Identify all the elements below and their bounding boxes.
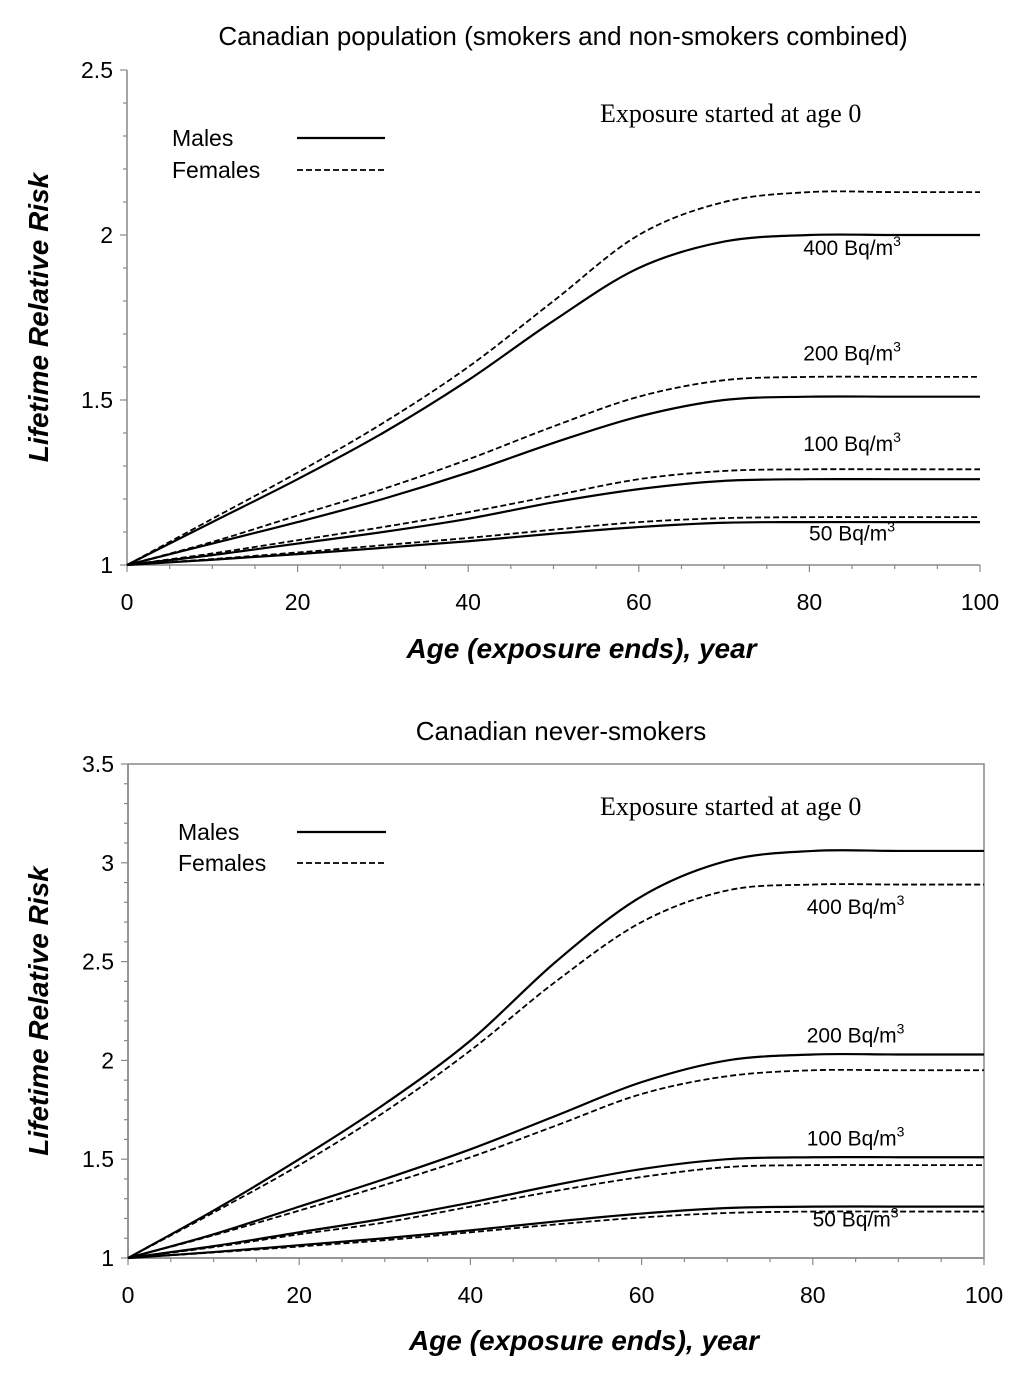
- x-tick-label: 0: [122, 1282, 135, 1308]
- exposure-annotation: Exposure started at age 0: [600, 99, 861, 128]
- x-tick-label: 60: [629, 1282, 655, 1308]
- series-line-males-200-bq-m3: [127, 1052, 984, 1260]
- x-tick-label: 80: [797, 589, 823, 615]
- curve-label: 50 Bq/m3: [813, 1204, 899, 1231]
- legend: Males Females: [178, 819, 386, 876]
- series-line-females-200-bq-m3: [127, 1068, 984, 1259]
- chart-panel-2: Canadian never-smokers 1 1.5 2 2.5 3 3.5 0 20 40 6…: [23, 716, 1003, 1356]
- series-line-males-100-bq-m3: [126, 477, 980, 567]
- x-tick-label: 20: [285, 589, 311, 615]
- x-tick-label: 40: [455, 589, 481, 615]
- x-tick-label: 60: [626, 589, 652, 615]
- legend: Males Females: [172, 125, 385, 183]
- curve-label: 200 Bq/m3: [803, 338, 901, 365]
- series-line-females-400-bq-m3: [127, 883, 984, 1259]
- curve-label: 100 Bq/m3: [803, 429, 901, 456]
- x-tick-label: 100: [961, 589, 999, 615]
- series-line-females-50-bq-m3: [127, 1210, 984, 1259]
- series-line-males-50-bq-m3: [126, 520, 980, 567]
- series-line-males-100-bq-m3: [127, 1155, 984, 1260]
- curve-label: 100 Bq/m3: [807, 1123, 905, 1150]
- chart-title: Canadian population (smokers and non-smo…: [218, 21, 907, 51]
- legend-label-females: Females: [172, 157, 260, 183]
- exposure-annotation: Exposure started at age 0: [600, 792, 861, 821]
- series-line-females-100-bq-m3: [127, 1164, 984, 1259]
- x-axis-label: Age (exposure ends), year: [408, 1325, 761, 1356]
- curve-label: 400 Bq/m3: [803, 233, 901, 260]
- y-tick-label: 3: [101, 850, 114, 876]
- x-axis-label: Age (exposure ends), year: [405, 633, 758, 664]
- series-line-males-50-bq-m3: [127, 1205, 984, 1260]
- series-line-males-400-bq-m3: [127, 849, 984, 1259]
- y-tick-label: 1: [101, 1245, 114, 1271]
- chart-panel-1: Canadian population (smokers and non-smo…: [23, 21, 999, 664]
- series-line-males-400-bq-m3: [126, 233, 980, 566]
- chart-title: Canadian never-smokers: [416, 716, 706, 746]
- y-tick-label: 1.5: [81, 387, 113, 413]
- x-tick-label: 100: [965, 1282, 1003, 1308]
- curve-label: 200 Bq/m3: [807, 1021, 905, 1048]
- curve-label: 50 Bq/m3: [809, 518, 895, 545]
- legend-label-males: Males: [178, 819, 239, 845]
- legend-label-females: Females: [178, 850, 266, 876]
- y-axis-label: Lifetime Relative Risk: [23, 171, 54, 462]
- y-tick-label: 1: [100, 552, 113, 578]
- x-tick-label: 0: [121, 589, 134, 615]
- x-tick-label: 20: [286, 1282, 312, 1308]
- y-tick-label: 1.5: [82, 1146, 114, 1172]
- y-axis-label: Lifetime Relative Risk: [23, 865, 54, 1156]
- x-tick-label: 40: [458, 1282, 484, 1308]
- x-tick-label: 80: [800, 1282, 826, 1308]
- legend-label-males: Males: [172, 125, 233, 151]
- series-line-females-50-bq-m3: [126, 516, 980, 566]
- y-tick-label: 2: [101, 1047, 114, 1073]
- y-tick-label: 3.5: [82, 751, 114, 777]
- curve-label: 400 Bq/m3: [807, 892, 905, 919]
- series-line-females-100-bq-m3: [126, 468, 980, 566]
- y-tick-label: 2.5: [81, 57, 113, 83]
- series-line-males-200-bq-m3: [126, 395, 980, 567]
- y-tick-label: 2.5: [82, 949, 114, 975]
- y-tick-label: 2: [100, 222, 113, 248]
